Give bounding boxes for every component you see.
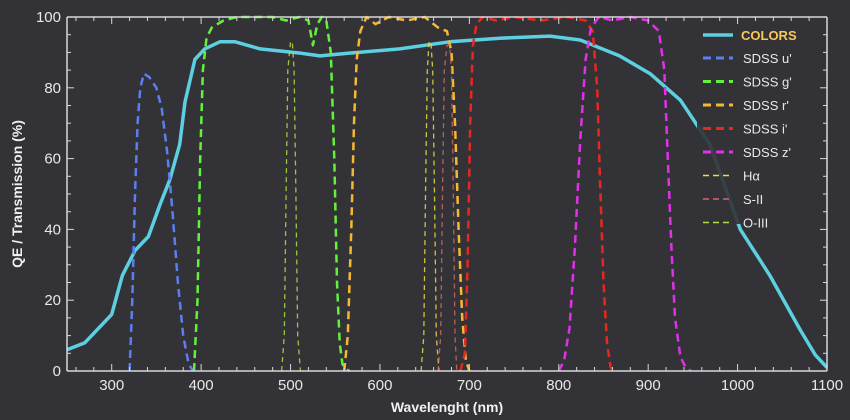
legend-label-8: O-III [743, 216, 768, 231]
y-tick-label: 0 [53, 363, 61, 380]
legend-label-4: SDSS i' [743, 122, 787, 137]
series-line-5 [557, 15, 692, 373]
series-line-3 [342, 15, 471, 372]
legend-label-1: SDSS u' [743, 51, 792, 66]
x-tick-label: 600 [367, 377, 392, 394]
x-tick-label: 1100 [811, 377, 843, 394]
y-tick-label: 60 [44, 151, 61, 168]
series-line-6 [420, 41, 440, 372]
y-tick-label: 20 [44, 292, 61, 309]
x-axis-title: Wavelenght (nm) [391, 399, 503, 415]
legend-label-7: S-II [743, 192, 763, 207]
y-tick-label: 40 [44, 221, 61, 238]
x-tick-label: 900 [636, 377, 661, 394]
legend: COLORS SDSS u' SDSS g' SDSS r' SDSS i' SDSS z… [697, 26, 817, 231]
y-axis-title: QE / Transmission (%) [9, 120, 25, 268]
x-tick-label: 300 [99, 377, 124, 394]
series-line-7 [437, 44, 458, 372]
series-line-4 [459, 15, 616, 372]
x-tick-label: 700 [457, 377, 482, 394]
x-tick-label: 1000 [721, 377, 754, 394]
legend-label-6: Hα [743, 169, 760, 184]
x-tick-label: 800 [546, 377, 571, 394]
x-tick-label: 500 [278, 377, 303, 394]
legend-label-2: SDSS g' [743, 75, 792, 90]
legend-label-3: SDSS r' [743, 98, 789, 113]
series-line-8 [280, 41, 302, 372]
legend-label-5: SDSS z' [743, 145, 791, 160]
y-tick-label: 80 [44, 80, 61, 97]
y-tick-label: 100 [36, 9, 61, 26]
legend-title: COLORS [741, 28, 797, 43]
series-line-2 [192, 15, 351, 373]
x-tick-label: 400 [189, 377, 214, 394]
axes: 300 400 500 600 700 800 900 1000 1100 0 20 40 60 80 10… [36, 9, 843, 394]
series-line-1 [128, 72, 195, 372]
